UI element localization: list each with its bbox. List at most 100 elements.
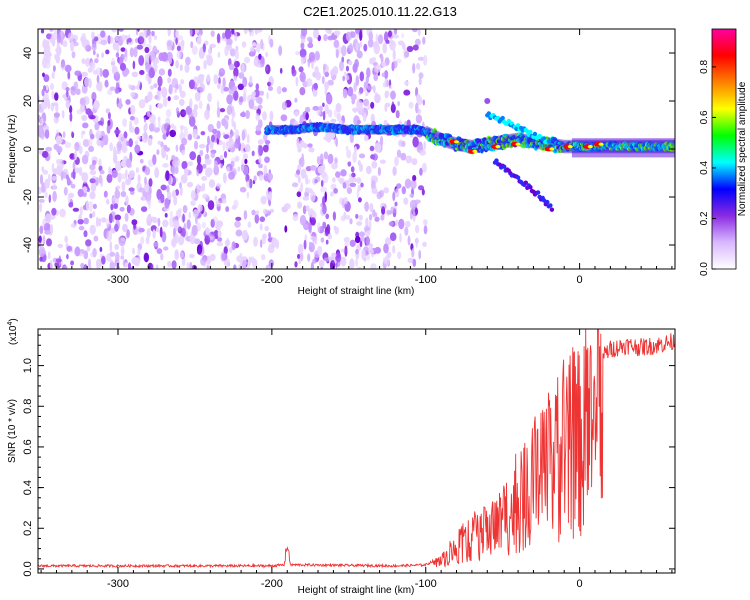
noise-dot — [229, 247, 233, 254]
noise-dot — [66, 245, 73, 252]
noise-dot — [399, 233, 402, 243]
noise-dot — [114, 129, 121, 135]
noise-dot — [62, 40, 68, 48]
noise-dot — [204, 158, 212, 165]
noise-dot — [101, 255, 106, 265]
noise-dot — [39, 256, 43, 262]
noise-dot — [255, 42, 261, 53]
noise-dot — [258, 163, 263, 169]
noise-dot — [100, 30, 106, 38]
noise-dot — [412, 136, 419, 148]
noise-dot — [115, 52, 119, 58]
colorbar-gradient — [711, 28, 737, 270]
noise-dot — [379, 189, 384, 198]
noise-dot — [134, 38, 139, 43]
noise-dot — [404, 51, 410, 58]
noise-dot — [81, 172, 89, 182]
noise-dot — [98, 174, 103, 184]
noise-dot — [243, 92, 247, 102]
noise-dot — [179, 182, 182, 189]
noise-dot — [154, 95, 159, 100]
noise-dot — [264, 140, 271, 145]
noise-dot — [144, 47, 150, 53]
noise-dot — [223, 172, 227, 184]
noise-dot — [234, 31, 238, 42]
noise-dot — [372, 153, 378, 161]
y-tick-label: 0.8 — [22, 399, 34, 414]
noise-dot — [200, 131, 206, 136]
noise-dot — [89, 164, 96, 171]
noise-dot — [390, 90, 396, 100]
noise-dot — [245, 110, 250, 119]
noise-dot — [418, 185, 424, 191]
noise-dot — [185, 56, 191, 66]
noise-dot — [93, 50, 96, 55]
noise-dot — [219, 154, 224, 161]
noise-dot — [226, 38, 233, 46]
noise-dot — [121, 34, 126, 42]
noise-dot — [181, 39, 185, 47]
noise-dot — [132, 247, 135, 255]
noise-dot — [305, 112, 309, 120]
noise-dot — [411, 248, 415, 258]
noise-dot — [72, 207, 80, 212]
noise-dot — [306, 36, 313, 42]
noise-dot — [167, 128, 170, 136]
noise-dot — [226, 166, 231, 172]
noise-dot — [269, 38, 274, 48]
noise-dot — [374, 142, 382, 153]
noise-dot — [38, 107, 44, 113]
noise-dot — [64, 141, 72, 149]
noise-dot — [363, 43, 368, 52]
noise-dot — [175, 37, 178, 45]
noise-dot — [356, 50, 363, 59]
noise-dot — [242, 260, 248, 266]
noise-dot — [38, 186, 43, 195]
hot-spot-core — [587, 145, 593, 149]
hot-spot-core — [598, 142, 604, 146]
noise-dot — [379, 159, 386, 164]
noise-dot — [148, 67, 155, 79]
noise-dot — [365, 91, 369, 97]
noise-dot — [88, 138, 93, 148]
noise-dot — [295, 76, 299, 87]
noise-dot — [130, 104, 136, 115]
noise-dot — [118, 237, 126, 247]
noise-dot — [111, 169, 118, 178]
noise-dot — [178, 83, 182, 90]
noise-dot — [119, 206, 125, 212]
noise-dot — [99, 246, 103, 252]
noise-dot — [125, 169, 128, 179]
noise-dot — [308, 147, 315, 153]
noise-dot — [222, 32, 226, 39]
noise-dot — [320, 180, 324, 187]
noise-dot — [322, 203, 327, 215]
noise-dot — [74, 150, 78, 161]
noise-dot — [415, 102, 419, 114]
noise-dot — [294, 261, 298, 268]
noise-dot — [241, 41, 247, 48]
noise-dot — [143, 117, 147, 123]
noise-dot — [118, 29, 124, 32]
noise-dot — [406, 45, 414, 53]
noise-dot — [226, 44, 232, 51]
noise-dot — [374, 92, 378, 97]
noise-dot — [305, 174, 309, 185]
noise-dot — [194, 140, 198, 150]
noise-dot — [344, 245, 348, 257]
noise-dot — [335, 137, 338, 147]
noise-dot — [202, 163, 207, 169]
noise-dot — [148, 213, 152, 218]
noise-dot — [349, 31, 356, 38]
noise-dot — [171, 164, 176, 176]
noise-dot — [81, 154, 89, 165]
noise-dot — [83, 230, 88, 238]
noise-dot — [191, 45, 198, 55]
noise-dot — [118, 56, 124, 65]
noise-dot — [357, 266, 362, 269]
noise-dot — [231, 205, 237, 210]
noise-dot — [372, 209, 376, 218]
noise-dot — [210, 30, 215, 37]
noise-dot — [176, 51, 182, 59]
signal-dot — [457, 138, 465, 142]
